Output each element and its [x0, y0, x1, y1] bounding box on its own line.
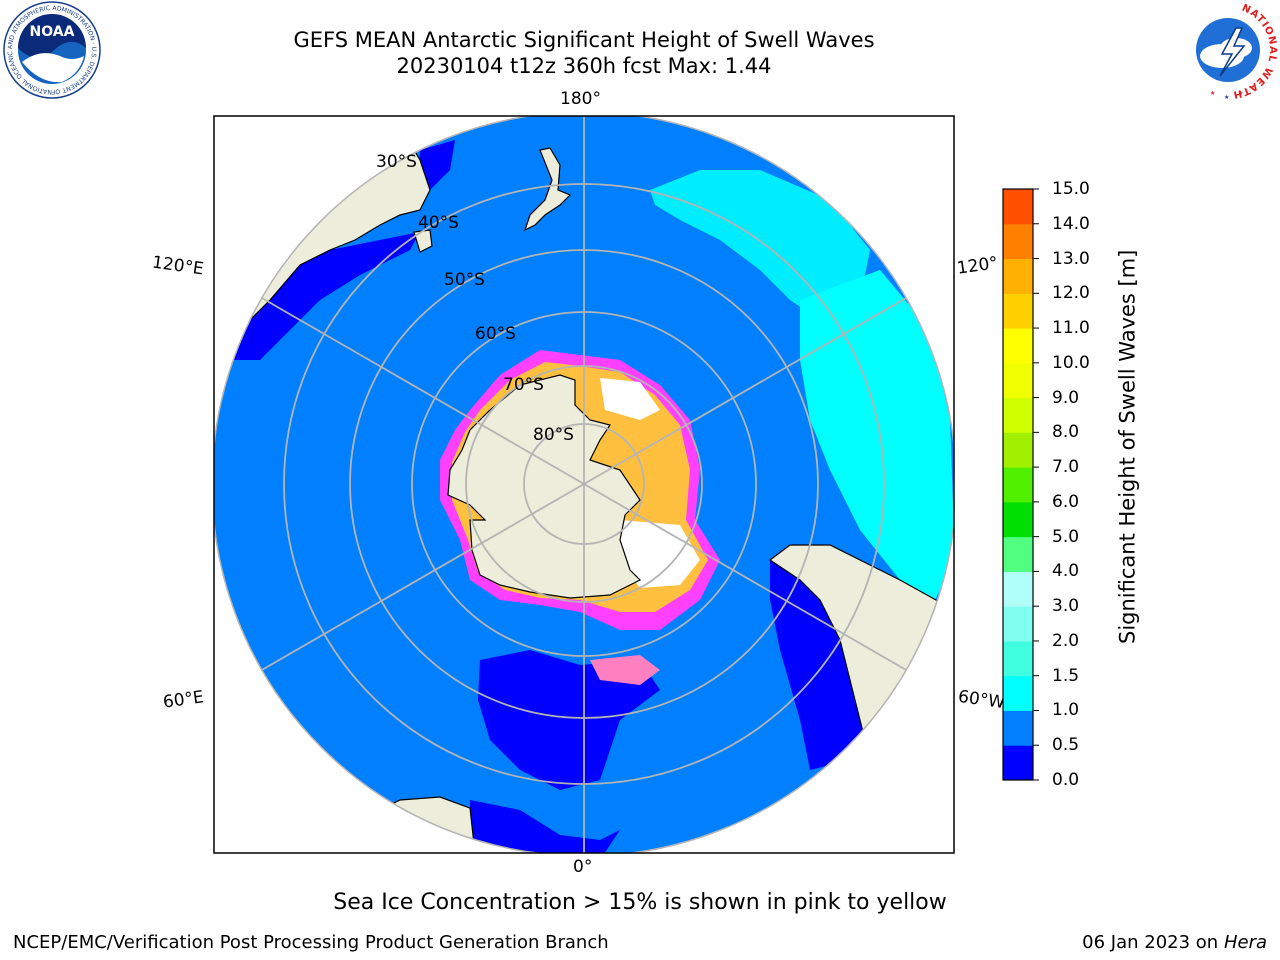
- map-frame: [213, 115, 955, 854]
- noaa-logo: NATIONAL OCEANIC AND ATMOSPHERIC ADMINIS…: [0, 0, 102, 100]
- colorbar-tick-label: 8.0: [1052, 422, 1080, 443]
- colorbar-tick-label: 15.0: [1052, 179, 1090, 199]
- lat-label-40s: 40°S: [418, 213, 459, 233]
- colorbar-tick-label: 1.0: [1052, 700, 1080, 721]
- africa-land: [328, 796, 476, 853]
- lat-label-60s: 60°S: [475, 324, 516, 344]
- colorbar-tick-label: 11.0: [1052, 318, 1090, 339]
- colorbar-tick-label: 12.0: [1052, 283, 1090, 304]
- colorbar-tick-label: 5.0: [1052, 526, 1080, 547]
- svg-text:★: ★: [1224, 94, 1229, 101]
- colorbar-tick-label: 0.5: [1052, 735, 1080, 756]
- sea-ice-patch-south: [590, 655, 660, 685]
- lat-label-70s: 70°S: [503, 375, 544, 395]
- footer-host: Hera: [1223, 932, 1267, 953]
- swell-low-australia: [214, 232, 420, 360]
- madagascar-land: [214, 764, 299, 826]
- swell-patches-cyan: [650, 170, 870, 320]
- colorbar-tick-label: 14.0: [1052, 213, 1090, 234]
- colorbar-tick-label: 0.0: [1052, 770, 1080, 790]
- footer-date: 06 Jan 2023 on Hera: [1082, 932, 1267, 953]
- colorbar-tick-label: 13.0: [1052, 248, 1090, 269]
- lon-label-0: 0°: [573, 857, 593, 877]
- svg-text:★: ★: [1238, 90, 1243, 97]
- indian-landmass: [214, 319, 242, 331]
- meridian-line: [261, 483, 585, 671]
- lon-label-180: 180°: [560, 89, 601, 109]
- colorbar-tick-label: 1.5: [1052, 665, 1080, 686]
- colorbar-tick-label: 10.0: [1052, 352, 1090, 373]
- swell-low-south: [478, 650, 660, 790]
- swell-low-southamerica: [770, 560, 870, 770]
- chart-subtitle: 20230104 t12z 360h fcst Max: 1.44: [396, 54, 772, 78]
- colorbar-tick-label: 6.0: [1052, 491, 1080, 512]
- footer-date-text: 06 Jan 2023 on: [1082, 932, 1219, 953]
- colorbar-tick-label: 3.0: [1052, 596, 1080, 617]
- antarctica-land: [447, 374, 642, 599]
- footer-credit: NCEP/EMC/Verification Post Processing Pr…: [13, 932, 609, 953]
- graticule: [261, 116, 907, 853]
- lat-label-80s: 80°S: [533, 425, 574, 445]
- colorbar-tick-label: 9.0: [1052, 387, 1080, 408]
- swell-low-nz: [418, 140, 455, 190]
- nws-logo: NATIONAL WEATHER SERVICE ★ ★ ★: [1176, 0, 1278, 101]
- colorbar-label: Significant Height of Swell Waves [m]: [1115, 249, 1140, 644]
- colorbar-tick-label: 2.0: [1052, 630, 1080, 651]
- chart-title: GEFS MEAN Antarctic Significant Height o…: [293, 28, 875, 52]
- meridian-line: [583, 483, 907, 671]
- swell-low-bottom: [470, 800, 620, 853]
- lat-label-30s: 30°S: [376, 152, 417, 172]
- noaa-logo-text: NOAA: [30, 24, 75, 40]
- swell-band-1to1.5m: [800, 270, 954, 600]
- meridian-line: [261, 297, 585, 485]
- new-zealand-land: [523, 147, 572, 232]
- colorbar-tick-label: 4.0: [1052, 561, 1080, 582]
- svg-text:★: ★: [1210, 90, 1215, 97]
- meridian-line: [583, 297, 907, 485]
- lat-label-50s: 50°S: [444, 270, 485, 290]
- sea-ice-note: Sea Ice Concentration > 15% is shown in …: [333, 890, 947, 915]
- colorbar-tick-label: 7.0: [1052, 457, 1080, 478]
